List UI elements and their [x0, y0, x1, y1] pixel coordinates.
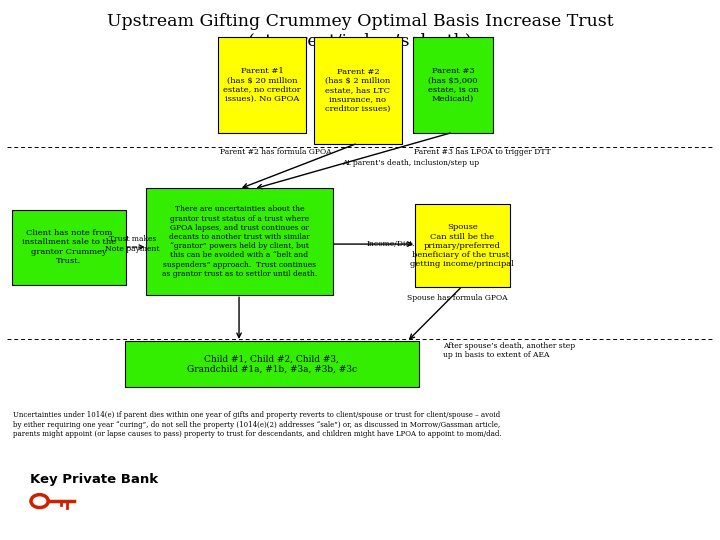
- Text: Trust makes
Note payment: Trust makes Note payment: [105, 235, 160, 253]
- FancyBboxPatch shape: [218, 37, 306, 133]
- Text: Spouse has formula GPOA: Spouse has formula GPOA: [407, 294, 508, 302]
- Text: Key Private Bank: Key Private Bank: [30, 472, 158, 485]
- Text: Spouse
Can still be the
primary/preferred
beneficiary of the trust,
getting inco: Spouse Can still be the primary/preferre…: [410, 224, 514, 268]
- FancyBboxPatch shape: [314, 37, 402, 144]
- Text: Parent #2
(has $ 2 million
estate, has LTC
insurance, no
creditor issues): Parent #2 (has $ 2 million estate, has L…: [325, 68, 390, 113]
- Text: There are uncertainties about the
grantor trust status of a trust where
GPOA lap: There are uncertainties about the granto…: [162, 205, 317, 278]
- Text: Client has note from
installment sale to the
grantor Crummey
Trust.: Client has note from installment sale to…: [22, 230, 116, 265]
- Text: At parent’s death, inclusion/step up: At parent’s death, inclusion/step up: [342, 159, 479, 167]
- FancyBboxPatch shape: [146, 188, 333, 295]
- Text: Parent #1
(has $ 20 million
estate, no creditor
issues). No GPOA: Parent #1 (has $ 20 million estate, no c…: [223, 68, 301, 103]
- Text: Upstream Gifting Crummey Optimal Basis Increase Trust
(at parent/in-law’s death): Upstream Gifting Crummey Optimal Basis I…: [107, 14, 613, 50]
- Text: Parent #3 has LPOA to trigger DTT: Parent #3 has LPOA to trigger DTT: [414, 148, 551, 157]
- FancyBboxPatch shape: [125, 341, 419, 387]
- Text: Uncertainties under 1014(e) if parent dies within one year of gifts and property: Uncertainties under 1014(e) if parent di…: [13, 411, 502, 438]
- Text: Parent #3
(has $5,000
estate, is on
Medicaid): Parent #3 (has $5,000 estate, is on Medi…: [428, 68, 478, 103]
- FancyBboxPatch shape: [12, 210, 126, 285]
- FancyBboxPatch shape: [415, 204, 510, 287]
- FancyBboxPatch shape: [413, 37, 493, 133]
- Text: Income/Dist.: Income/Dist.: [366, 240, 415, 248]
- Text: Parent #2 has formula GPOA: Parent #2 has formula GPOA: [220, 148, 331, 157]
- Text: Child #1, Child #2, Child #3,
Grandchild #1a, #1b, #3a, #3b, #3c: Child #1, Child #2, Child #3, Grandchild…: [186, 354, 357, 374]
- Text: After spouse’s death, another step
up in basis to extent of AEA: After spouse’s death, another step up in…: [443, 342, 575, 359]
